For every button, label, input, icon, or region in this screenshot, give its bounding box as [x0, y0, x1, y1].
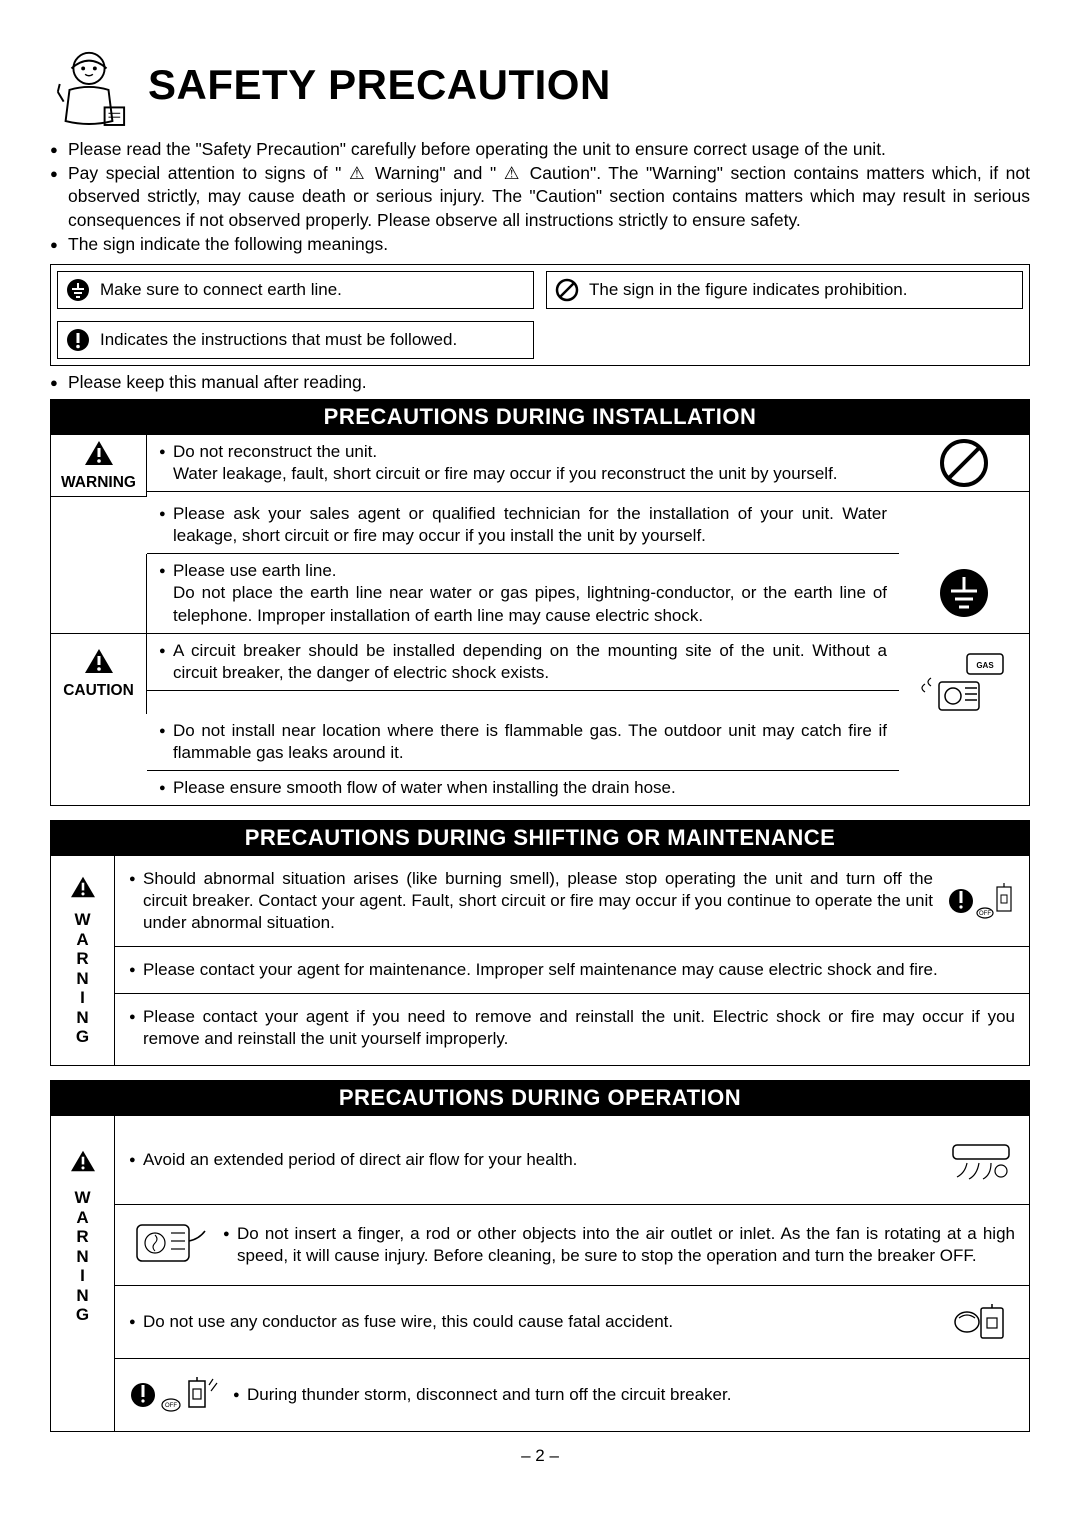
operation-warning-label: WARNING: [51, 1116, 115, 1431]
svg-text:OFF: OFF: [979, 911, 991, 917]
finger-fan-icon: [129, 1217, 209, 1273]
legend-prohibit-text: The sign in the figure indicates prohibi…: [589, 280, 907, 300]
legend-earth: Make sure to connect earth line.: [57, 271, 534, 309]
airflow-icon: [947, 1136, 1015, 1184]
caution-triangle-icon: [83, 647, 115, 682]
warning-triangle-icon: [69, 874, 97, 906]
install-warning-item: Please ask your sales agent or qualified…: [147, 497, 899, 554]
earth-large-icon: [899, 554, 1029, 633]
page-title: SAFETY PRECAUTION: [148, 61, 611, 109]
section-title-installation: PRECAUTIONS DURING INSTALLATION: [50, 399, 1030, 435]
legend-prohibit: The sign in the figure indicates prohibi…: [546, 271, 1023, 309]
section-title-shifting: PRECAUTIONS DURING SHIFTING OR MAINTENAN…: [50, 820, 1030, 856]
follow-icon: [66, 328, 90, 352]
legend-follow: Indicates the instructions that must be …: [57, 321, 534, 359]
operation-item: Do not insert a finger, a rod or other o…: [115, 1205, 1029, 1286]
intro-item: The sign indicate the following meanings…: [50, 233, 1030, 257]
operation-table: WARNING Avoid an extended period of dire…: [50, 1116, 1030, 1432]
unit-gas-icon: GAS: [899, 634, 1029, 714]
shifting-table: WARNING Should abnormal situation arises…: [50, 856, 1030, 1066]
warning-label-text: WARNING: [61, 474, 136, 492]
caution-label-cell: CAUTION: [51, 634, 147, 714]
intro-list: Please read the "Safety Precaution" care…: [50, 138, 1030, 256]
intro-item: Please read the "Safety Precaution" care…: [50, 138, 1030, 162]
thunder-disconnect-icon: OFF: [129, 1371, 219, 1419]
operation-item: OFF During thunder storm, disconnect and…: [115, 1359, 1029, 1431]
reader-illustration: [50, 40, 128, 130]
legend-follow-text: Indicates the instructions that must be …: [100, 330, 457, 350]
caution-label-text: CAUTION: [63, 682, 134, 700]
shifting-item: Please contact your agent for maintenanc…: [115, 947, 1029, 994]
shifting-item: Please contact your agent if you need to…: [115, 994, 1029, 1062]
install-warning-item: Please use earth line. Do not place the …: [147, 554, 899, 633]
page-header: SAFETY PRECAUTION: [50, 40, 1030, 130]
keep-manual-note: Please keep this manual after reading.: [50, 372, 1030, 393]
legend-earth-text: Make sure to connect earth line.: [100, 280, 342, 300]
section-title-operation: PRECAUTIONS DURING OPERATION: [50, 1080, 1030, 1116]
install-caution-item: Do not install near location where there…: [147, 714, 899, 771]
warning-triangle-icon: [69, 1148, 97, 1180]
operation-item: Avoid an extended period of direct air f…: [115, 1116, 1029, 1205]
operation-item: Do not use any conductor as fuse wire, t…: [115, 1286, 1029, 1359]
page-number: – 2 –: [50, 1446, 1030, 1466]
install-caution-item: Please ensure smooth flow of water when …: [147, 771, 899, 805]
install-caution-item: A circuit breaker should be installed de…: [147, 634, 899, 691]
warning-label-cell: WARNING: [51, 435, 147, 497]
fuse-conductor-icon: [947, 1298, 1015, 1346]
earth-icon: [66, 278, 90, 302]
prohibit-large-icon: [899, 435, 1029, 492]
svg-text:OFF: OFF: [165, 1403, 177, 1409]
intro-item: Pay special attention to signs of " ⚠ Wa…: [50, 162, 1030, 233]
installation-table: WARNING Do not reconstruct the unit. Wat…: [50, 435, 1030, 806]
prohibit-icon: [555, 278, 579, 302]
svg-text:GAS: GAS: [976, 661, 994, 670]
sign-legend: Make sure to connect earth line. The sig…: [50, 264, 1030, 366]
warning-triangle-icon: [83, 439, 115, 474]
shifting-warning-label: WARNING: [51, 856, 115, 1065]
shifting-item: Should abnormal situation arises (like b…: [115, 856, 1029, 947]
install-warning-item: Do not reconstruct the unit. Water leaka…: [147, 435, 899, 492]
breaker-off-icon: OFF: [947, 877, 1015, 925]
